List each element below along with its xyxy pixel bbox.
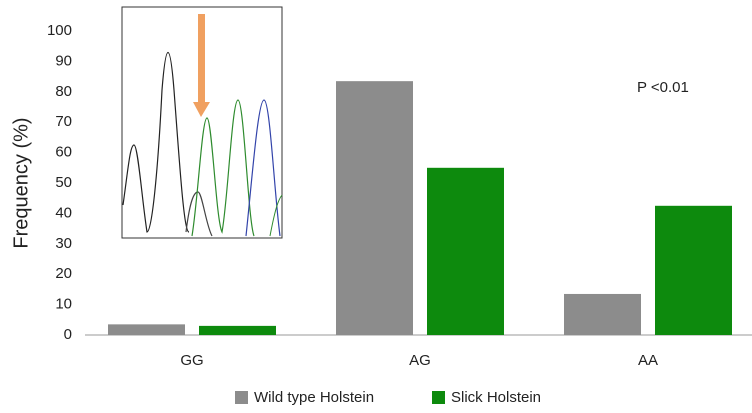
y-tick-label: 50 [55,174,72,191]
annotation: P <0.01 [637,79,689,96]
x-tick-label: AG [409,352,431,369]
y-tick-label: 70 [55,113,72,130]
bar [427,168,504,335]
bar [655,206,732,335]
y-tick-label: 40 [55,204,72,221]
y-tick-label: 0 [64,326,72,343]
bar [336,81,413,335]
y-tick-label: 100 [47,22,72,39]
y-tick-label: 30 [55,235,72,252]
legend-label: Wild type Holstein [254,389,374,406]
legend-swatch [432,391,445,404]
y-axis-label: Frequency (%) [10,117,32,248]
y-tick-label: 60 [55,144,72,161]
legend-label: Slick Holstein [451,389,541,406]
bar [108,324,185,335]
x-tick-label: GG [180,352,203,369]
y-tick-label: 20 [55,265,72,282]
bar [199,326,276,335]
legend-swatch [235,391,248,404]
inset-chromatogram [122,7,282,238]
y-tick-label: 90 [55,52,72,69]
x-tick-label: AA [638,352,658,369]
chart: Frequency (%) P <0.01 0 10 20 30 40 50 60 70 80 9… [0,0,752,413]
y-tick-label: 80 [55,83,72,100]
y-tick-label: 10 [55,296,72,313]
bar [564,294,641,335]
